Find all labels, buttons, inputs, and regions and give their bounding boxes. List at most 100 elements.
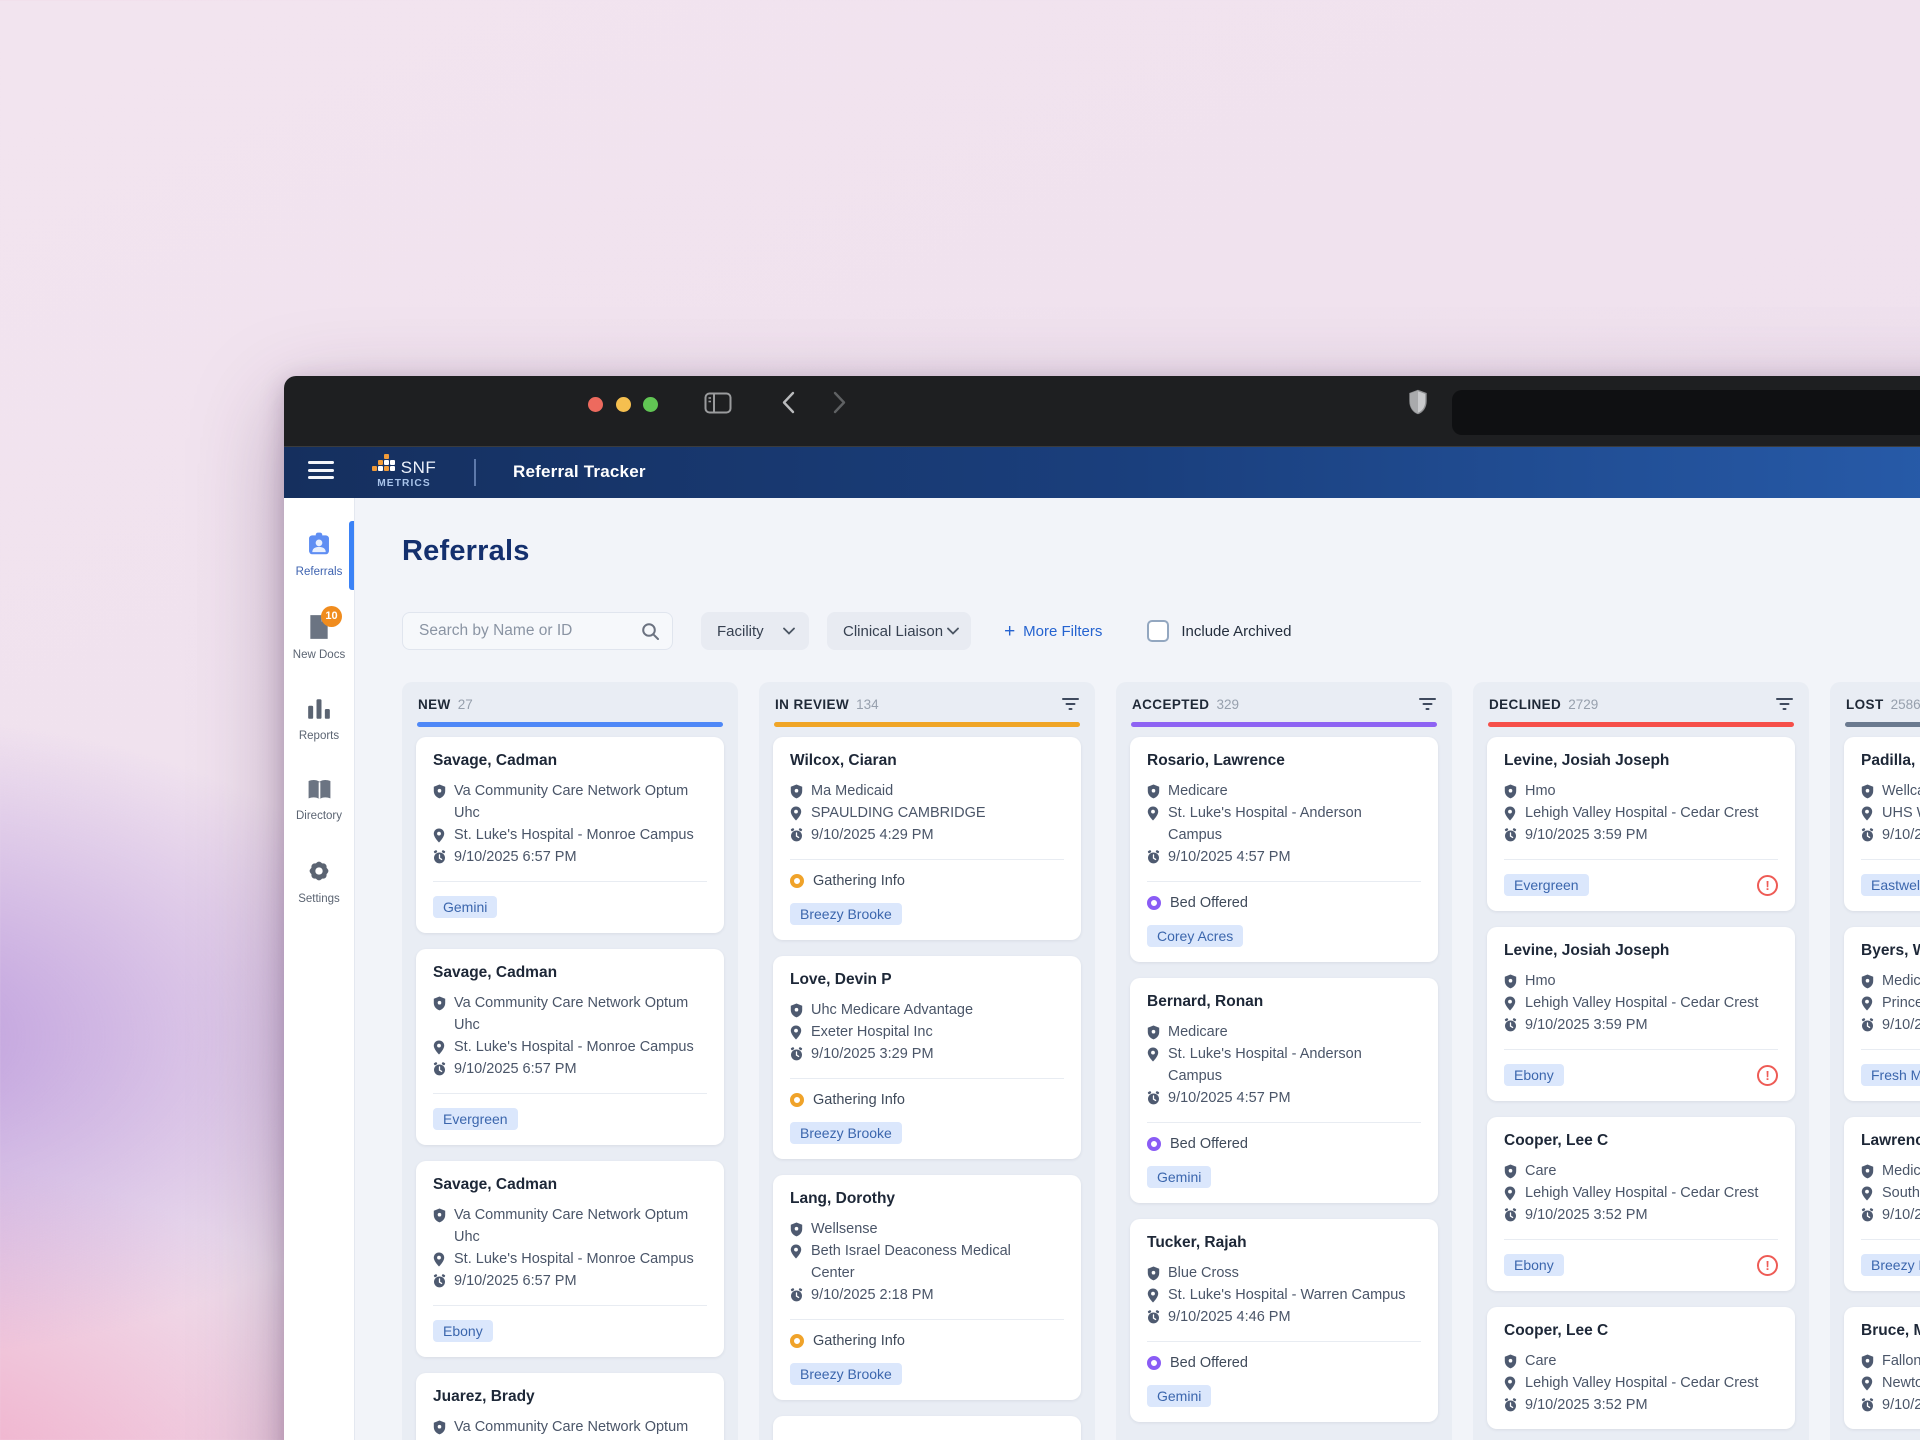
referral-card[interactable]: Cooper, Lee C Care Lehigh Valley Hospital …: [1487, 1117, 1795, 1291]
sidebar-item-directory[interactable]: Directory: [284, 772, 354, 830]
facility-tag[interactable]: Eastwell: [1861, 874, 1920, 896]
timestamp-clock-icon: [1861, 1208, 1874, 1226]
alert-icon[interactable]: !: [1757, 874, 1778, 896]
referral-card[interactable]: Bruce, M Fallon Newto 9/10/2: [1844, 1307, 1920, 1429]
facility-tag[interactable]: Evergreen: [433, 1108, 518, 1130]
column-accent-bar: [1488, 722, 1794, 727]
column-title: DECLINED: [1489, 696, 1562, 712]
status-dot: [790, 874, 804, 888]
referral-card[interactable]: Savage, Cadman Va Community Care Network …: [416, 949, 724, 1145]
facility-tag[interactable]: Gemini: [1147, 1385, 1212, 1407]
referral-card[interactable]: Love, Devin P Uhc Medicare Advantage Exete…: [773, 956, 1081, 1159]
clinical-liaison-dropdown[interactable]: Clinical Liaison: [827, 612, 972, 650]
facility-tag[interactable]: Ebony: [1504, 1254, 1564, 1276]
referral-card[interactable]: Lawrence Medic South 9/10/2 Breezy B: [1844, 1117, 1920, 1291]
patient-name: Cooper, Lee C: [1504, 1322, 1609, 1339]
sidebar-toggle-icon[interactable]: [704, 392, 732, 419]
minimize-window-button[interactable]: [616, 397, 631, 412]
snf-metrics-logo[interactable]: SNF METRICS: [368, 453, 440, 489]
sidebar-item-referrals[interactable]: Referrals: [284, 521, 354, 590]
facility-tag[interactable]: Breezy Brooke: [790, 1363, 902, 1385]
card-detail-text: Va Community Care Network Optum Uhc: [454, 1419, 689, 1435]
navbar-divider: [474, 459, 476, 486]
status-label: Bed Offered: [1170, 1136, 1248, 1152]
facility-tag[interactable]: Breezy Brooke: [790, 1122, 902, 1144]
referral-card[interactable]: Byers, W Medica Prince 9/10/2 Fresh M: [1844, 927, 1920, 1101]
include-archived-checkbox[interactable]: [1147, 620, 1170, 642]
insurance-shield-icon: [1504, 784, 1517, 802]
referral-card[interactable]: Bernard, Ronan Medicare St. Luke's Hospita…: [1130, 978, 1438, 1203]
timestamp-clock-icon: [1147, 1310, 1160, 1328]
referral-card[interactable]: Savage, Cadman Va Community Care Network …: [416, 1161, 724, 1357]
alert-icon[interactable]: !: [1757, 1064, 1778, 1086]
patient-name: Byers, W: [1861, 942, 1920, 959]
card-divider: [790, 1078, 1064, 1079]
referral-card[interactable]: Rosario, Lawrence Medicare St. Luke's Hosp…: [1130, 737, 1438, 962]
column-title: ACCEPTED: [1132, 696, 1210, 712]
card-divider: [1504, 1049, 1778, 1050]
card-detail-text: 9/10/2: [1882, 1207, 1920, 1223]
referral-card[interactable]: Levine, Josiah Joseph Hmo Lehigh Valley Ho…: [1487, 927, 1795, 1101]
facility-tag[interactable]: Breezy Brooke: [790, 903, 902, 925]
facility-dropdown[interactable]: Facility: [701, 612, 809, 650]
location-pin-icon: [1147, 806, 1160, 846]
facility-tag[interactable]: Breezy B: [1861, 1254, 1920, 1276]
card-detail-text: 9/10/2025 4:57 PM: [1168, 849, 1291, 865]
referral-card[interactable]: Lang, Dorothy Wellsense Beth Israel Deacon…: [773, 1175, 1081, 1400]
location-pin-icon: [1861, 806, 1874, 824]
facility-tag[interactable]: Corey Acres: [1147, 925, 1244, 947]
menu-icon[interactable]: [308, 461, 334, 483]
card-divider: [1861, 1049, 1920, 1050]
status-dot: [1147, 896, 1161, 910]
timestamp-clock-icon: [1147, 850, 1160, 868]
column-declined: DECLINED 2729 Levine, Josiah Joseph Hmo Lehi…: [1473, 682, 1809, 1440]
referral-card[interactable]: Wilcox, Ciaran Ma Medicaid SPAULDING CAMBR…: [773, 737, 1081, 940]
facility-tag[interactable]: Ebony: [433, 1320, 493, 1342]
insurance-shield-icon: [433, 1208, 446, 1248]
column-filter-icon[interactable]: [1062, 697, 1079, 711]
status-label: Gathering Info: [813, 1333, 905, 1349]
facility-tag[interactable]: Gemini: [1147, 1166, 1212, 1188]
facility-tag[interactable]: Fresh M: [1861, 1064, 1920, 1086]
referral-card[interactable]: Savage, Cadman Va Community Care Network …: [416, 737, 724, 933]
timestamp-clock-icon: [790, 1047, 803, 1065]
location-pin-icon: [790, 1025, 803, 1043]
column-filter-icon[interactable]: [1419, 697, 1436, 711]
column-filter-icon[interactable]: [1776, 697, 1793, 711]
alert-icon[interactable]: !: [1757, 1254, 1778, 1276]
timestamp-clock-icon: [1504, 1018, 1517, 1036]
column-count: 2586: [1890, 696, 1920, 712]
facility-tag[interactable]: Ebony: [1504, 1064, 1564, 1086]
column-count: 134: [856, 696, 879, 712]
location-pin-icon: [1504, 996, 1517, 1014]
sidebar-item-settings[interactable]: Settings: [284, 852, 354, 913]
sidebar-item-reports[interactable]: Reports: [284, 691, 354, 750]
referral-card[interactable]: Levine, Josiah Joseph Hmo Lehigh Valley Ho…: [1487, 737, 1795, 911]
back-icon[interactable]: [781, 391, 795, 419]
location-pin-icon: [1861, 1186, 1874, 1204]
more-filters-button[interactable]: + More Filters: [1004, 622, 1102, 641]
shield-icon[interactable]: [1408, 389, 1428, 420]
referral-card[interactable]: Cooper, Lee C Care Lehigh Valley Hospital …: [1487, 1307, 1795, 1429]
forward-icon[interactable]: [833, 391, 847, 419]
url-field[interactable]: [1452, 390, 1920, 435]
kanban-board: NEW 27 Savage, Cadman Va Community Care Net…: [402, 682, 1920, 1440]
close-window-button[interactable]: [588, 397, 603, 412]
referral-card[interactable]: Tucker, Rajah Blue Cross St. Luke's Hospit…: [1130, 1219, 1438, 1422]
new-docs-count-badge: 10: [321, 606, 342, 627]
card-divider: [433, 1305, 707, 1306]
zoom-window-button[interactable]: [643, 397, 658, 412]
main-content: Referrals Search by Name or ID Facility …: [355, 498, 1920, 1440]
card-detail-text: Lehigh Valley Hospital - Cedar Crest: [1525, 995, 1759, 1011]
facility-tag[interactable]: Evergreen: [1504, 874, 1589, 896]
location-pin-icon: [1504, 806, 1517, 824]
facility-tag[interactable]: Gemini: [433, 896, 498, 918]
referral-card[interactable]: Juarez, Brady Va Community Care Network O…: [416, 1373, 724, 1440]
sidebar-item-newdocs[interactable]: 10 New Docs: [284, 606, 354, 669]
card-detail-text: Medicare: [1168, 783, 1228, 799]
facility-label: Facility: [717, 622, 764, 640]
referral-card[interactable]: Padilla, F Wellca UHS W 9/10/2 Eastwell: [1844, 737, 1920, 911]
card-detail-text: Medic: [1882, 1163, 1920, 1179]
referral-card[interactable]: [773, 1416, 1081, 1440]
search-input[interactable]: Search by Name or ID: [402, 612, 673, 650]
